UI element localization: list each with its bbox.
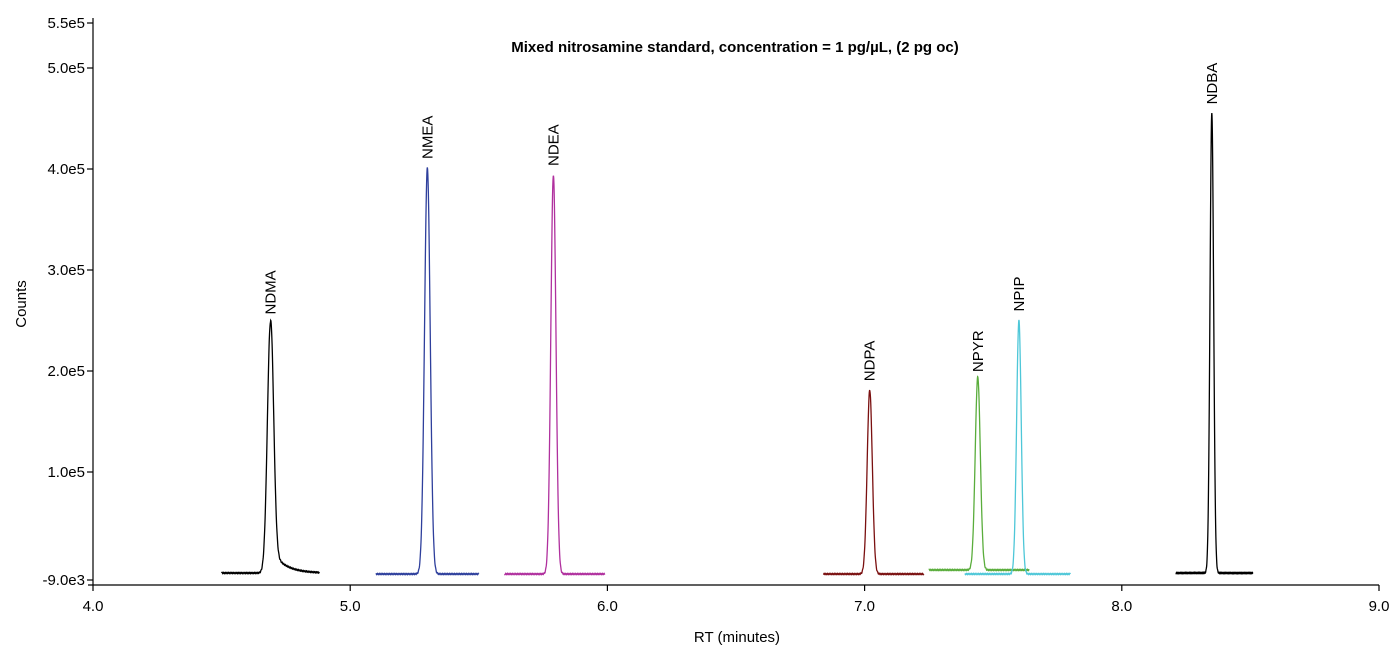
trace-group [221,113,1254,576]
y-tick-label: 4.0e5 [47,161,85,178]
trace-ndea [503,175,606,576]
y-tick-label: 5.5e5 [47,15,85,32]
y-tick-label: 1.0e5 [47,464,85,481]
peak-label-npip: NPIP [1011,276,1028,311]
x-tick-label: 6.0 [597,598,618,615]
x-axis-title: RT (minutes) [694,629,780,646]
peak-label-ndea: NDEA [545,124,562,166]
peak-label-group: NDMA NMEA NDEA NDPA NPYR NPIP NDBA [263,63,1221,381]
peak-label-nmea: NMEA [419,116,436,159]
y-tick-label: 3.0e5 [47,262,85,279]
y-tick-label: -9.0e3 [42,572,85,589]
trace-npip [964,319,1071,576]
x-tick-label: 9.0 [1369,598,1390,615]
y-tick-label: 2.0e5 [47,363,85,380]
peak-label-ndba: NDBA [1204,63,1221,105]
peak-label-ndpa: NDPA [862,341,879,382]
trace-ndba [1175,113,1254,575]
y-axis-title: Counts [13,280,30,328]
peak-label-ndma: NDMA [263,270,280,314]
chart-title: Mixed nitrosamine standard, concentratio… [511,39,958,56]
trace-ndpa [822,389,925,576]
peak-label-npyr: NPYR [970,330,987,372]
y-tick-label: 5.0e5 [47,60,85,77]
tick-group: 4.0 5.0 6.0 7.0 8.0 9.0 -9.0e3 1.0e5 2.0e5 3.0e5 4… [42,15,1389,615]
x-tick-label: 7.0 [854,598,875,615]
trace-nmea [375,167,480,576]
x-tick-label: 4.0 [83,598,104,615]
x-tick-label: 8.0 [1111,598,1132,615]
trace-ndma [221,318,320,575]
x-tick-label: 5.0 [340,598,361,615]
